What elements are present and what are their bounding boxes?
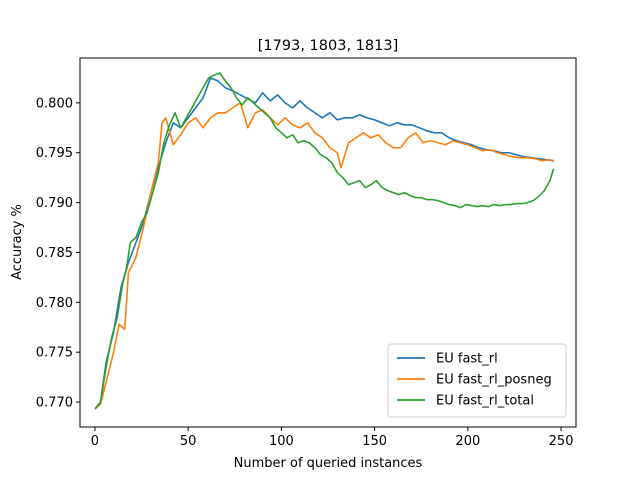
axes-frame <box>79 57 577 428</box>
legend-box <box>387 343 567 418</box>
y-tick-label: 0.790 <box>36 196 73 211</box>
series-line-2 <box>94 102 554 410</box>
series-line-3 <box>94 72 555 410</box>
x-tick-label: 200 <box>455 434 480 449</box>
plot-area <box>79 57 577 428</box>
x-axis-title: Number of queried instances <box>234 456 423 471</box>
y-tick-label: 0.795 <box>36 146 73 161</box>
x-tick-label: 250 <box>549 434 574 449</box>
x-tick-label: 100 <box>269 434 294 449</box>
y-axis-title: Accuracy % <box>10 204 25 280</box>
y-tick-label: 0.770 <box>36 396 73 411</box>
legend: EU fast_rl EU fast_rl_posneg EU fast_rl_to… <box>387 343 567 418</box>
series-line-1 <box>94 77 554 410</box>
legend-label: EU fast_rl_posneg <box>436 373 552 388</box>
y-tick-label: 0.780 <box>36 296 73 311</box>
chart-title: [1793, 1803, 1813] <box>258 38 398 54</box>
x-tick-label: 150 <box>362 434 387 449</box>
y-tick-label: 0.775 <box>36 346 73 361</box>
y-tick-label: 0.800 <box>36 96 73 111</box>
x-axis-ticks: 0 50 100 150 200 250 <box>91 427 574 449</box>
legend-label: EU fast_rl <box>436 352 498 367</box>
y-axis-ticks: 0.770 0.775 0.780 0.785 0.790 0.795 0.800 <box>36 96 80 411</box>
x-tick-label: 0 <box>91 434 99 449</box>
series-layer <box>94 72 555 410</box>
legend-label: EU fast_rl_total <box>436 394 534 409</box>
x-tick-label: 50 <box>180 434 197 449</box>
y-tick-label: 0.785 <box>36 246 73 261</box>
